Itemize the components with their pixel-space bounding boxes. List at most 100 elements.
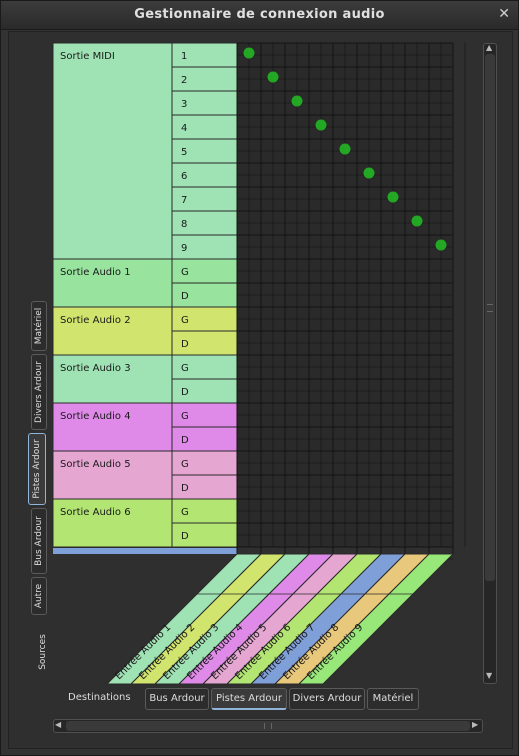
grid-cell[interactable] — [285, 259, 309, 283]
grid-cell[interactable] — [357, 187, 381, 211]
grid-cell[interactable] — [381, 91, 405, 115]
grid-cell[interactable] — [261, 475, 285, 499]
grid-cell[interactable] — [309, 211, 333, 235]
grid-cell[interactable] — [261, 139, 285, 163]
grid-cell[interactable] — [381, 355, 405, 379]
grid-cell[interactable] — [357, 379, 381, 403]
grid-cell[interactable] — [333, 403, 357, 427]
grid-cell[interactable] — [237, 331, 261, 355]
source-tab-autre[interactable]: Autre — [31, 577, 47, 615]
title-bar[interactable]: Gestionnaire de connexion audio ✕ — [1, 1, 518, 30]
grid-cell[interactable] — [309, 355, 333, 379]
source-tab-materiel[interactable]: Matériel — [31, 301, 47, 351]
grid-cell[interactable] — [285, 163, 309, 187]
grid-cell[interactable] — [261, 403, 285, 427]
grid-cell[interactable] — [333, 331, 357, 355]
source-tab-divers-ardour[interactable]: Divers Ardour — [31, 354, 47, 430]
grid-cell[interactable] — [237, 91, 261, 115]
grid-cell[interactable] — [237, 187, 261, 211]
grid-cell[interactable] — [381, 43, 405, 67]
grid-cell[interactable] — [237, 427, 261, 451]
grid-cell[interactable] — [429, 283, 453, 307]
grid-cell[interactable] — [357, 451, 381, 475]
grid-cell[interactable] — [309, 451, 333, 475]
grid-cell[interactable] — [357, 43, 381, 67]
grid-cell[interactable] — [333, 235, 357, 259]
grid-cell[interactable] — [405, 379, 429, 403]
grid-cell[interactable] — [405, 187, 429, 211]
grid-cell[interactable] — [381, 499, 405, 523]
grid-cell[interactable] — [333, 475, 357, 499]
grid-cell[interactable] — [429, 187, 453, 211]
source-port[interactable] — [171, 498, 238, 524]
grid-cell[interactable] — [429, 331, 453, 355]
grid-cell[interactable] — [285, 235, 309, 259]
grid-cell[interactable] — [261, 523, 285, 547]
grid-cell[interactable] — [285, 67, 309, 91]
grid-cell[interactable] — [285, 211, 309, 235]
grid-cell[interactable] — [333, 91, 357, 115]
grid-cell[interactable] — [405, 91, 429, 115]
grid-cell[interactable] — [333, 283, 357, 307]
grid-cell[interactable] — [237, 259, 261, 283]
grid-cell[interactable] — [429, 355, 453, 379]
grid-cell[interactable] — [357, 67, 381, 91]
grid-cell[interactable] — [285, 379, 309, 403]
grid-cell[interactable] — [237, 523, 261, 547]
grid-cell[interactable] — [357, 235, 381, 259]
grid-cell[interactable] — [357, 283, 381, 307]
grid-cell[interactable] — [381, 211, 405, 235]
grid-cell[interactable] — [381, 67, 405, 91]
destination-column-header[interactable] — [297, 553, 455, 685]
grid-cell[interactable] — [285, 403, 309, 427]
grid-cell[interactable] — [261, 235, 285, 259]
grid-cell[interactable] — [429, 115, 453, 139]
grid-cell[interactable] — [285, 187, 309, 211]
grid-cell[interactable] — [261, 91, 285, 115]
grid-cell[interactable] — [357, 475, 381, 499]
grid-cell[interactable] — [405, 355, 429, 379]
grid-cell[interactable] — [237, 115, 261, 139]
source-port[interactable] — [171, 282, 238, 308]
grid-cell[interactable] — [333, 43, 357, 67]
grid-cell[interactable] — [405, 43, 429, 67]
grid-cell[interactable] — [309, 67, 333, 91]
grid-cell[interactable] — [333, 379, 357, 403]
grid-cell[interactable] — [381, 259, 405, 283]
grid-cell[interactable] — [333, 523, 357, 547]
grid-cell[interactable] — [261, 355, 285, 379]
scroll-right-icon[interactable]: ▶ — [472, 720, 479, 729]
grid-cell[interactable] — [309, 403, 333, 427]
dest-tab-materiel[interactable]: Matériel — [367, 688, 419, 710]
grid-cell[interactable] — [381, 427, 405, 451]
grid-cell[interactable] — [333, 451, 357, 475]
grid-cell[interactable] — [309, 91, 333, 115]
grid-cell[interactable] — [429, 379, 453, 403]
grid-cell[interactable] — [237, 451, 261, 475]
grid-cell[interactable] — [381, 139, 405, 163]
grid-cell[interactable] — [285, 139, 309, 163]
grid-cell[interactable] — [285, 451, 309, 475]
grid-cell[interactable] — [381, 403, 405, 427]
grid-cell[interactable] — [309, 475, 333, 499]
grid-cell[interactable] — [237, 211, 261, 235]
vertical-scrollbar[interactable]: ▲ ▼ — [483, 43, 497, 684]
grid-cell[interactable] — [309, 43, 333, 67]
grid-cell[interactable] — [285, 115, 309, 139]
grid-cell[interactable] — [237, 139, 261, 163]
grid-cell[interactable] — [309, 307, 333, 331]
grid-cell[interactable] — [333, 187, 357, 211]
source-group[interactable] — [52, 354, 173, 404]
grid-cell[interactable] — [429, 91, 453, 115]
grid-cell[interactable] — [309, 523, 333, 547]
grid-cell[interactable] — [309, 379, 333, 403]
grid-cell[interactable] — [429, 139, 453, 163]
grid-cell[interactable] — [309, 331, 333, 355]
source-group[interactable] — [52, 402, 173, 452]
grid-cell[interactable] — [285, 331, 309, 355]
grid-cell[interactable] — [357, 499, 381, 523]
horizontal-scrollbar[interactable]: ◀ ▶ — [53, 719, 483, 733]
source-port[interactable] — [171, 114, 238, 140]
grid-cell[interactable] — [381, 379, 405, 403]
grid-cell[interactable] — [381, 115, 405, 139]
